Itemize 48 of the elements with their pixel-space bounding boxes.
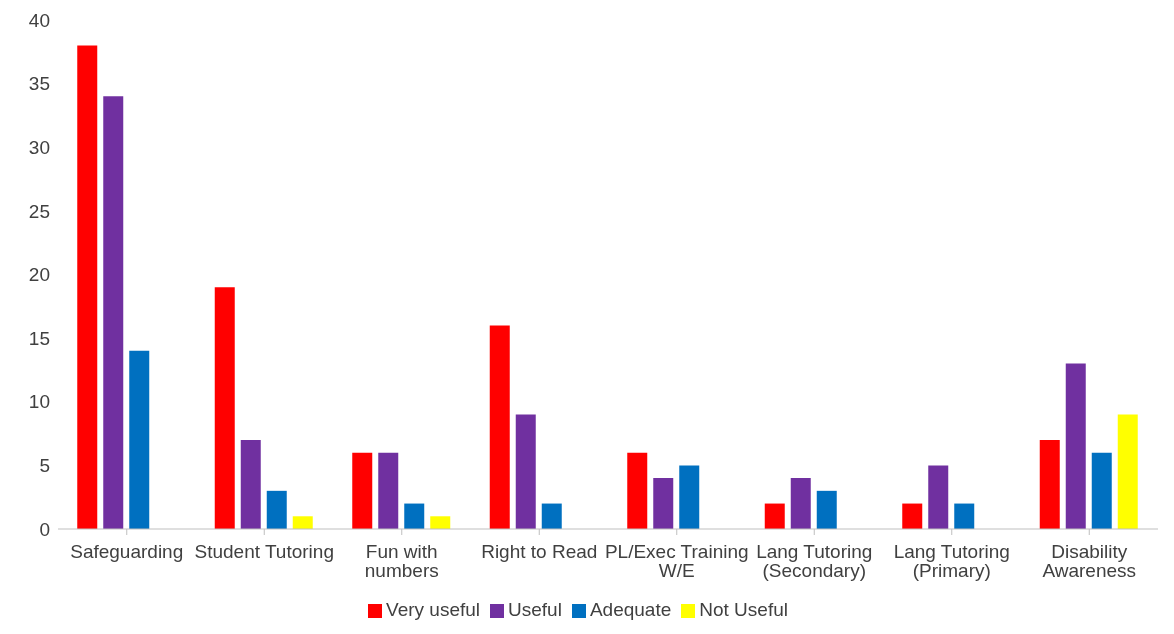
bar [679,465,700,529]
bar [489,325,510,529]
y-tick-label: 15 [28,327,50,349]
y-tick-label: 30 [28,136,50,158]
bar [266,490,287,529]
bar [240,439,261,529]
legend-label: Not Useful [699,599,788,620]
bar [292,516,313,529]
bar [103,96,124,529]
y-tick-label: 40 [28,9,50,31]
y-tick-label: 10 [28,391,50,413]
x-tick-label: Lang Tutoring (Primary) [893,541,1010,582]
x-tick-label: Fun with numbers [364,541,439,582]
y-tick-label: 20 [28,264,50,286]
x-tick-label: PL/Exec Training W/E [604,541,749,582]
bar [378,452,399,529]
bar [404,503,425,529]
bar [515,414,536,529]
x-tick-label: Student Tutoring [194,541,334,563]
x-tick-label: Lang Tutoring (Secondary) [756,541,873,582]
bar [902,503,923,529]
bar [653,478,674,529]
x-tick-label: Safeguarding [70,541,184,563]
bar [1117,414,1138,529]
y-tick-label: 0 [39,518,50,540]
bar [430,516,451,529]
y-tick-label: 35 [28,73,50,95]
bar [1091,452,1112,529]
y-tick-label: 25 [28,200,50,222]
bar [541,503,562,529]
x-tick-label: Right to Read [481,541,598,563]
legend-label: Adequate [589,599,672,620]
bar [816,490,837,529]
bar [764,503,785,529]
legend-label: Very useful [386,599,481,620]
bar [129,350,150,529]
bar [790,478,811,529]
y-tick-label: 5 [39,455,50,477]
bar [1039,439,1060,529]
bar [954,503,975,529]
bar [77,45,98,529]
bar [352,452,373,529]
bar [928,465,949,529]
bar [1065,363,1086,529]
bar [627,452,648,529]
bar [214,287,235,529]
legend-label: Useful [508,599,562,620]
x-tick-label: Disability Awareness [1042,541,1137,582]
